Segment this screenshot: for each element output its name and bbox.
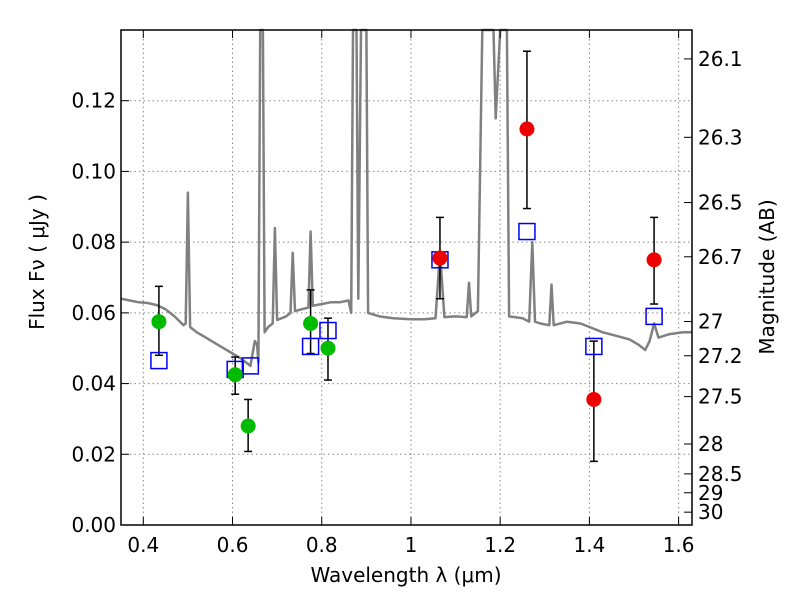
x-tick-label: 0.8 [306,533,338,557]
right-tick-label: 29 [698,481,723,505]
model-square [301,337,320,356]
spectrum-line [120,28,692,368]
right-tick-label: 30 [698,500,723,524]
y-tick-label: 0.04 [71,372,116,396]
red-data-point [586,391,602,407]
model-points-layer [150,222,663,379]
y-tick-label: 0.02 [71,442,116,466]
model-square [645,307,663,326]
x-tick-label: 1 [405,533,418,557]
x-tick-label: 1.2 [484,533,516,557]
x-tick-label: 0.4 [127,533,159,557]
model-square [241,357,260,375]
x-tick-label: 0.6 [217,533,249,557]
model-square [319,321,337,340]
axis-tick-labels: 0.4 0.6 0.8 1 1.2 1.4 1.6 0.00 0.02 0.04 0.06 0.08 0… [71,47,742,557]
model-square [518,222,536,241]
green-data-point [240,418,256,434]
x-tick-label: 1.4 [573,533,605,557]
green-data-point [303,315,319,331]
model-square [150,351,168,370]
plot-background [121,30,692,525]
y-tick-label: 0.08 [71,230,116,254]
right-tick-label: 28 [698,432,723,456]
red-data-point [519,121,535,137]
red-data-point [646,252,662,268]
right-tick-label: 26.7 [698,245,743,269]
grid-lines [121,30,692,525]
axis-ticks [121,30,692,526]
right-tick-label: 27.2 [698,344,743,368]
x-tick-label: 1.6 [663,533,695,557]
observed-points-layer [151,121,662,434]
spectrum-layer [120,28,692,368]
y-tick-label: 0.12 [71,89,116,113]
right-tick-label: 26.5 [698,191,743,215]
right-tick-label: 27.5 [698,385,743,409]
right-tick-label: 28.5 [698,462,743,486]
right-tick-label: 27 [698,310,723,334]
y-axis-label: Flux Fν ( μJy ) [25,194,49,330]
right-tick-label: 26.1 [698,47,743,71]
x-axis-label: Wavelength λ (μm) [310,563,501,587]
green-data-point [227,367,243,383]
y-tick-label: 0.06 [71,301,116,325]
red-data-point [432,250,448,266]
right-tick-label: 26.3 [698,125,743,149]
model-square [585,337,603,356]
right-axis-label: Magnitude (AB) [755,199,779,354]
y-tick-label: 0.10 [71,159,116,183]
green-data-point [151,314,167,330]
green-data-point [320,340,336,356]
plot-frame [120,29,693,526]
y-tick-label: 0.00 [71,513,116,537]
